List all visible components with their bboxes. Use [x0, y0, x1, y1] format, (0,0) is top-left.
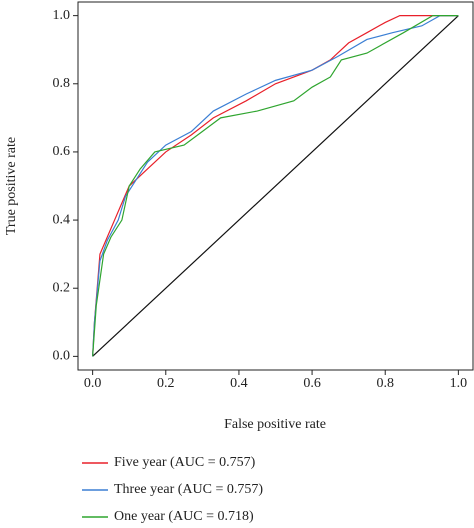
y-tick-label: 0.2 [53, 280, 71, 295]
legend-label: One year (AUC = 0.718) [114, 509, 254, 523]
x-tick-label: 0.0 [84, 376, 102, 391]
y-tick-label: 0.6 [53, 144, 71, 159]
y-tick-label: 0.0 [53, 349, 71, 364]
roc-curve [92, 15, 459, 357]
y-tick-label: 1.0 [53, 8, 71, 23]
roc-curve [92, 15, 459, 357]
x-tick-label: 1.0 [450, 376, 468, 391]
y-axis-label: True positive rate [4, 137, 19, 235]
x-tick-label: 0.8 [376, 376, 394, 391]
y-tick-label: 0.8 [53, 76, 71, 91]
plot-frame [77, 1, 474, 371]
x-tick-label: 0.6 [303, 376, 321, 391]
legend-label: Five year (AUC = 0.757) [114, 455, 256, 470]
roc-curve [92, 15, 459, 357]
x-tick-label: 0.4 [230, 376, 248, 391]
x-tick-label: 0.2 [157, 376, 175, 391]
x-axis-label: False positive rate [224, 417, 326, 432]
reference-diagonal [92, 15, 459, 357]
y-tick-label: 0.4 [53, 212, 71, 227]
legend-label: Three year (AUC = 0.757) [114, 482, 263, 497]
